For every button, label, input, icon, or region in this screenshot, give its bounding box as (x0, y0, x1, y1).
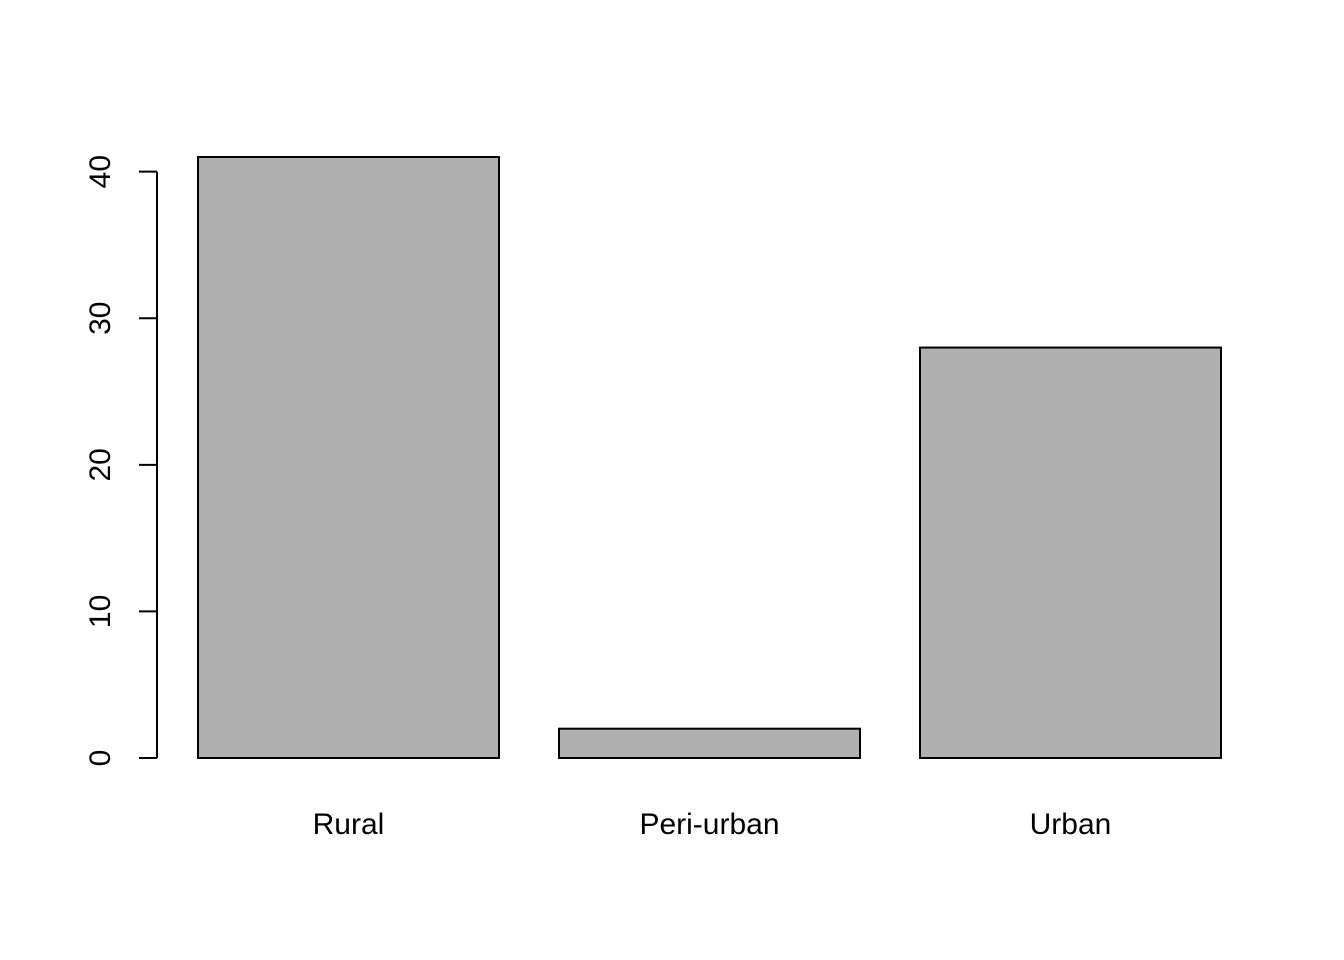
y-tick-label: 0 (84, 750, 117, 767)
y-tick-label: 10 (84, 595, 117, 628)
y-axis: 0 10 20 30 40 (84, 155, 158, 767)
bars-group (197, 156, 1222, 759)
x-tick-label: Peri-urban (639, 808, 779, 841)
y-tick-label: 40 (84, 155, 117, 188)
x-axis-labels: Rural Peri-urban Urban (313, 808, 1112, 841)
y-tick-label: 20 (84, 448, 117, 481)
x-tick-label: Urban (1030, 808, 1112, 841)
bar-urban (919, 346, 1222, 759)
x-tick-label: Rural (313, 808, 385, 841)
bar-peri-urban (558, 727, 861, 759)
bar-rural (197, 156, 500, 759)
y-tick-label: 30 (84, 302, 117, 335)
